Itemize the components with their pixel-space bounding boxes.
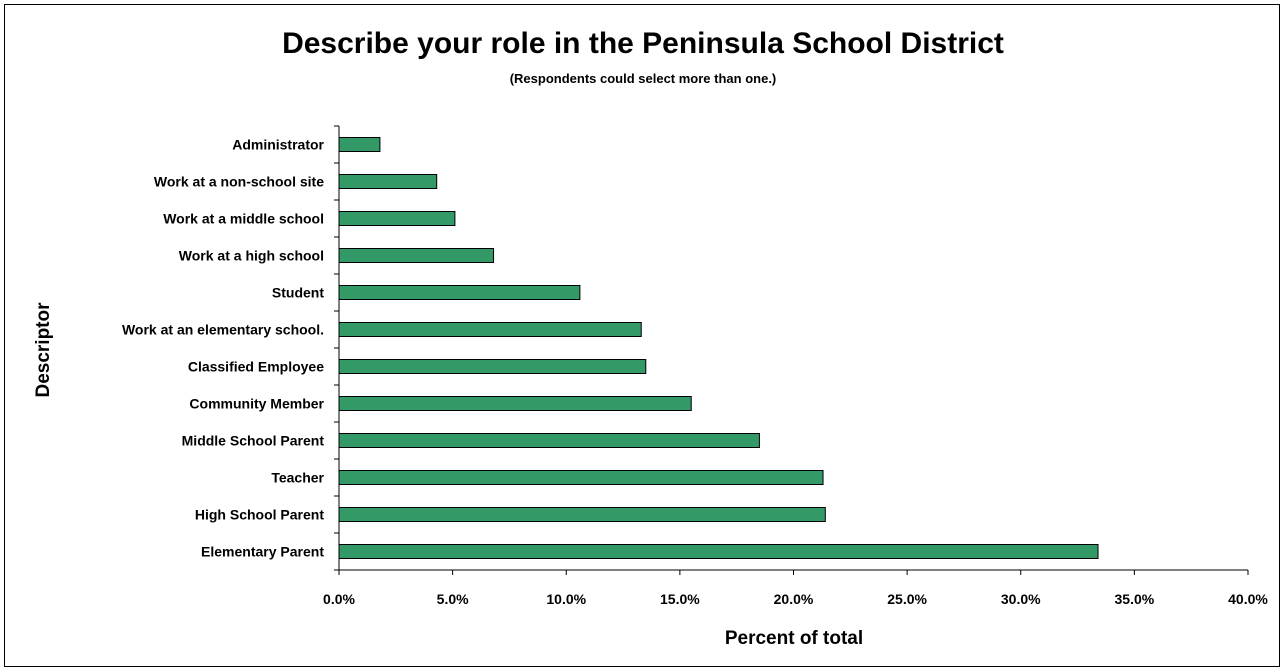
bars <box>338 137 1099 559</box>
chart-subtitle: (Respondents could select more than one.… <box>509 71 777 86</box>
x-tick-label: 25.0% <box>887 591 927 607</box>
x-tick-label: 35.0% <box>1115 591 1155 607</box>
bar <box>338 137 381 152</box>
category-label: Elementary Parent <box>201 544 324 560</box>
category-label: Teacher <box>271 470 324 486</box>
category-label: Administrator <box>232 137 324 153</box>
bar <box>338 544 1099 559</box>
bar <box>338 507 826 522</box>
bar <box>338 359 647 374</box>
x-tick-label: 5.0% <box>437 591 469 607</box>
category-label: High School Parent <box>195 507 324 523</box>
x-tick-labels: 0.0% 5.0% 10.0% 15.0% 20.0% 25.0% 30.0% 35.0% 40… <box>323 591 1268 607</box>
category-label: Work at a high school <box>179 248 324 264</box>
axes <box>334 125 1249 575</box>
bar <box>338 285 581 300</box>
category-label: Work at an elementary school. <box>122 322 324 338</box>
x-tick-label: 20.0% <box>774 591 814 607</box>
x-tick-label: 15.0% <box>660 591 700 607</box>
x-tick-label: 10.0% <box>546 591 586 607</box>
bar <box>338 248 495 263</box>
bar <box>338 396 692 411</box>
category-label: Work at a non-school site <box>154 174 324 190</box>
x-tick-label: 30.0% <box>1001 591 1041 607</box>
category-label: Community Member <box>189 396 324 412</box>
category-label: Student <box>272 285 324 301</box>
bar <box>338 174 438 189</box>
category-label: Work at a middle school <box>163 211 324 227</box>
x-axis-label: Percent of total <box>725 628 863 649</box>
x-tick-label: 0.0% <box>323 591 355 607</box>
bar <box>338 322 642 337</box>
category-label: Classified Employee <box>188 359 324 375</box>
category-labels: Administrator Work at a non-school site Wo… <box>122 137 325 560</box>
bar <box>338 433 760 448</box>
chart-title: Describe your role in the Peninsula Scho… <box>282 27 1004 60</box>
bar <box>338 470 824 485</box>
y-axis-label: Descriptor <box>33 302 54 398</box>
category-label: Middle School Parent <box>182 433 325 449</box>
bar <box>338 211 456 226</box>
x-tick-label: 40.0% <box>1228 591 1268 607</box>
